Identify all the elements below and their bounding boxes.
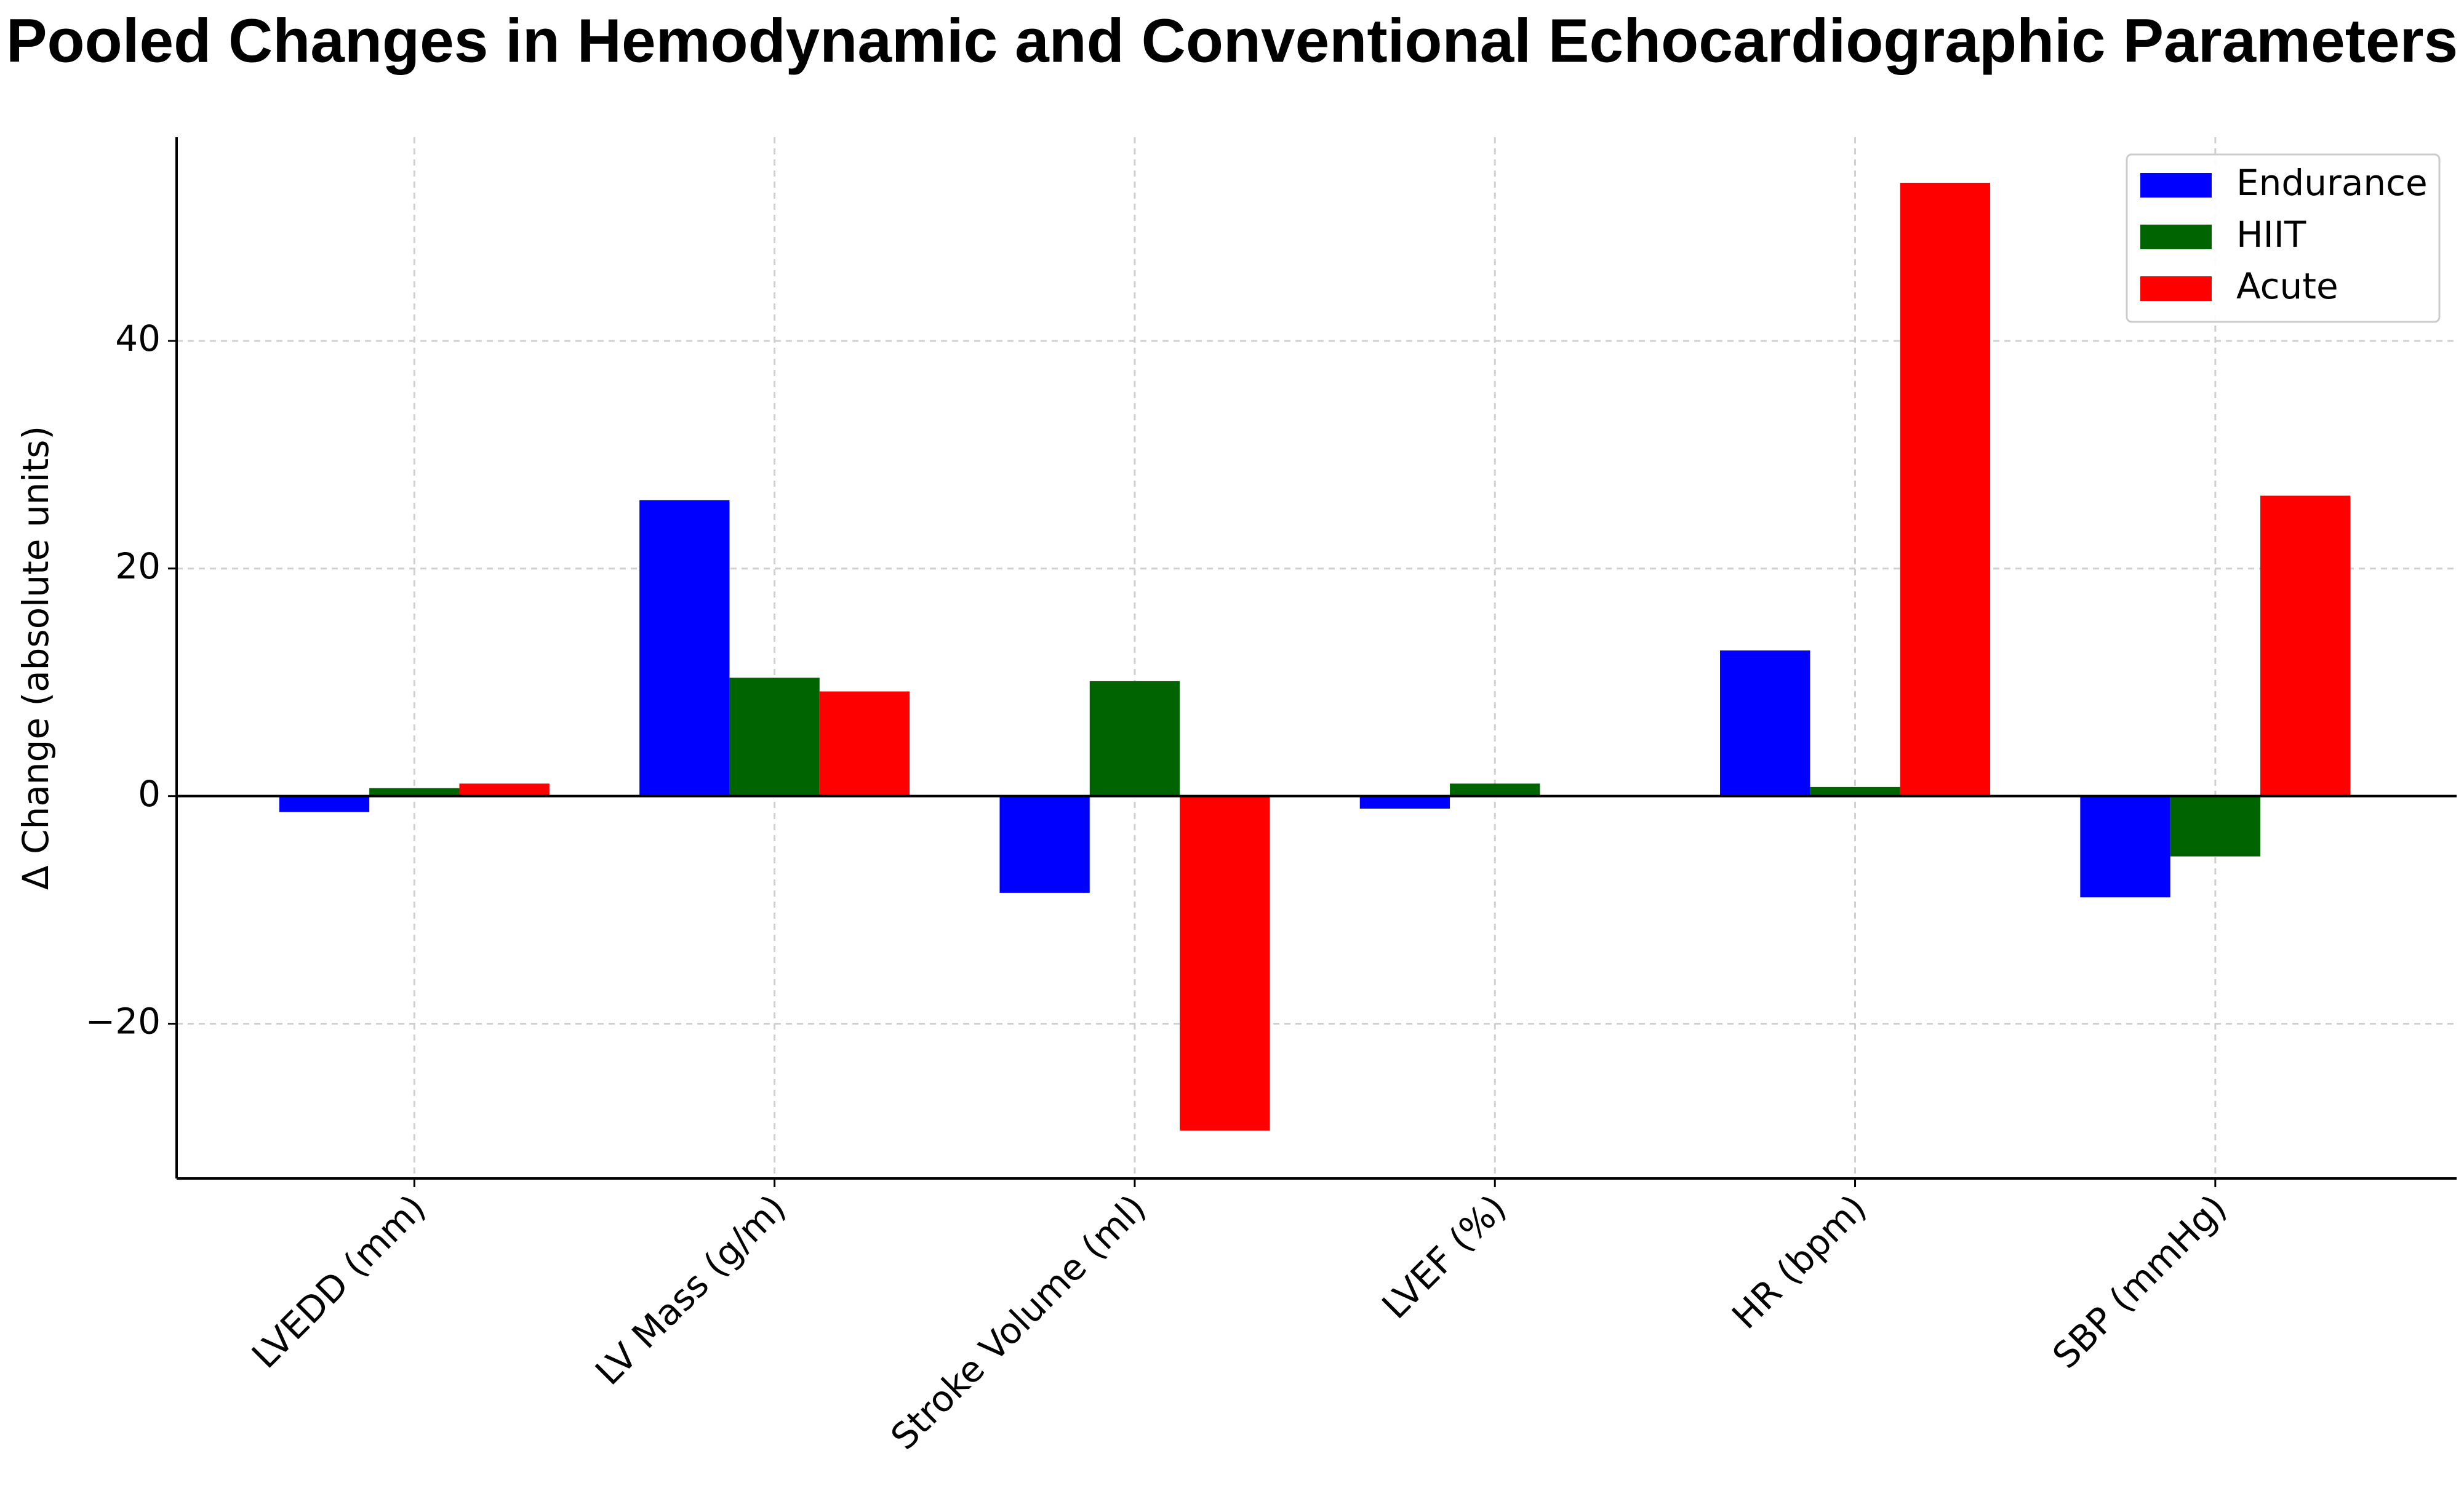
legend-label: Acute — [2236, 265, 2338, 307]
legend: Endurance HIIT Acute — [2126, 153, 2441, 323]
bar — [729, 678, 820, 796]
bar — [1810, 786, 1900, 796]
legend-swatch — [2140, 225, 2212, 249]
bar — [1450, 783, 1540, 796]
bar — [2080, 796, 2170, 898]
bar — [459, 783, 550, 796]
bar — [639, 500, 730, 796]
legend-swatch — [2140, 173, 2212, 198]
bar — [1359, 796, 1450, 809]
bar — [999, 796, 1090, 893]
chart-title: Pooled Changes in Hemodynamic and Conven… — [6, 6, 2458, 75]
bar — [369, 788, 460, 796]
y-axis-label: Δ Change (absolute units) — [15, 426, 57, 890]
bar — [1720, 650, 1810, 796]
y-tick-label: 40 — [115, 318, 161, 359]
bar — [819, 691, 910, 796]
bar — [2170, 796, 2261, 857]
legend-label: Endurance — [2236, 162, 2428, 204]
y-tick-label: 20 — [115, 545, 161, 587]
bar — [1180, 796, 1270, 1131]
legend-label: HIIT — [2236, 214, 2306, 255]
bar — [279, 796, 370, 812]
legend-swatch — [2140, 276, 2212, 301]
bar — [1089, 681, 1180, 796]
bar — [2260, 495, 2351, 796]
bar — [1900, 182, 1991, 796]
y-tick-label: 0 — [138, 773, 161, 815]
y-tick-label: −20 — [86, 1001, 161, 1042]
